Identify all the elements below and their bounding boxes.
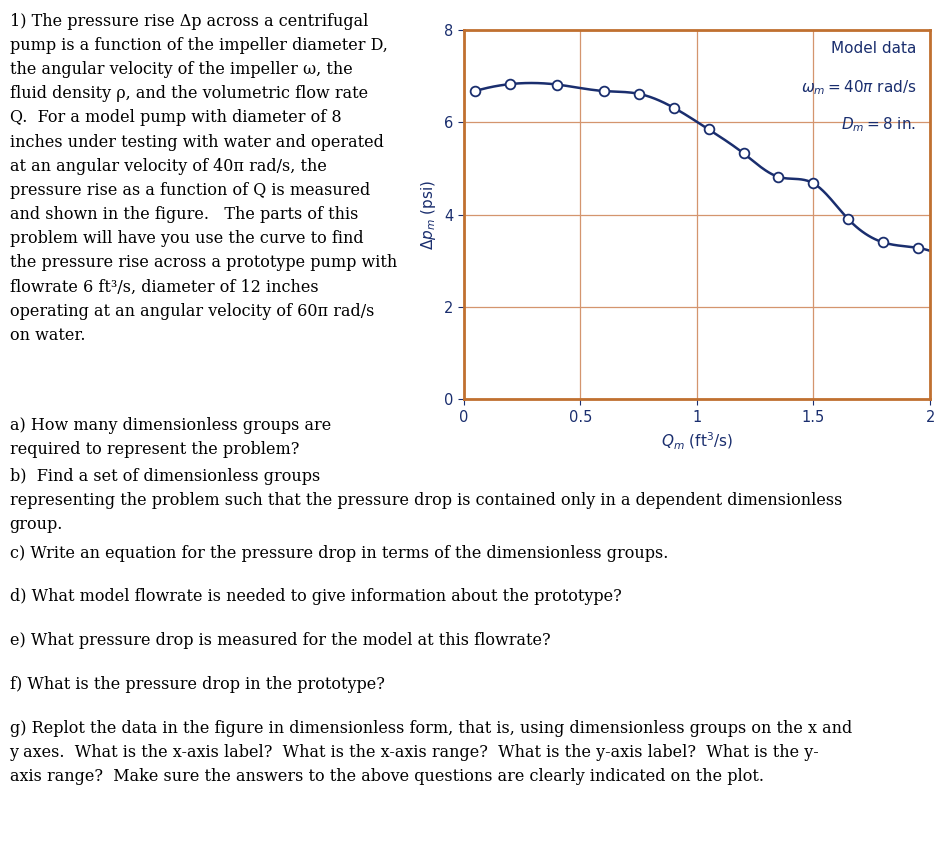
Text: b)  Find a set of dimensionless groups
representing the problem such that the pr: b) Find a set of dimensionless groups re… <box>10 468 842 533</box>
Text: c) Write an equation for the pressure drop in terms of the dimensionless groups.: c) Write an equation for the pressure dr… <box>10 545 668 563</box>
Text: $\omega_m = 40\pi$ rad/s: $\omega_m = 40\pi$ rad/s <box>801 78 916 97</box>
Text: g) Replot the data in the figure in dimensionless form, that is, using dimension: g) Replot the data in the figure in dime… <box>10 720 852 785</box>
Text: Model data: Model data <box>831 41 916 56</box>
Text: 1) The pressure rise Δp across a centrifugal
pump is a function of the impeller : 1) The pressure rise Δp across a centrif… <box>10 13 397 344</box>
Text: e) What pressure drop is measured for the model at this flowrate?: e) What pressure drop is measured for th… <box>10 632 550 649</box>
X-axis label: $Q_m$ (ft$^3$/s): $Q_m$ (ft$^3$/s) <box>661 430 733 452</box>
Y-axis label: $\Delta p_m$ (psi): $\Delta p_m$ (psi) <box>419 180 438 250</box>
Text: a) How many dimensionless groups are
required to represent the problem?: a) How many dimensionless groups are req… <box>10 417 330 458</box>
Text: $D_m = 8$ in.: $D_m = 8$ in. <box>842 115 916 134</box>
Text: f) What is the pressure drop in the prototype?: f) What is the pressure drop in the prot… <box>10 676 385 693</box>
Text: d) What model flowrate is needed to give information about the prototype?: d) What model flowrate is needed to give… <box>10 588 622 606</box>
